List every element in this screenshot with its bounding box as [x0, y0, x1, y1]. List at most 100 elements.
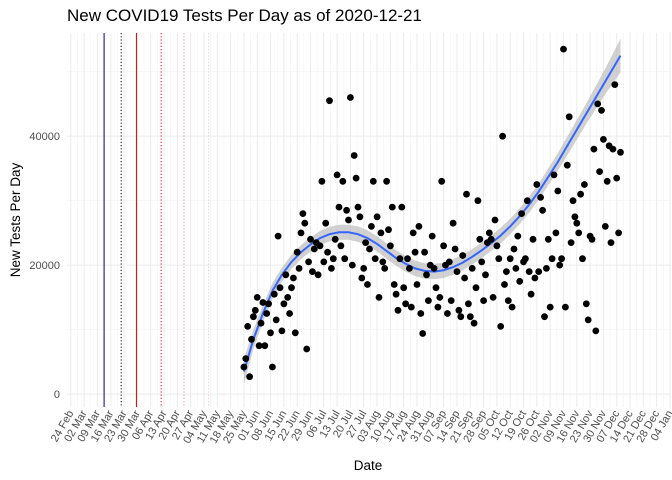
data-point — [339, 177, 347, 185]
data-point — [286, 310, 293, 317]
data-point — [527, 290, 535, 298]
data-point — [398, 203, 406, 211]
data-point — [387, 242, 394, 250]
data-point — [417, 310, 425, 317]
data-point — [506, 255, 514, 263]
data-point — [331, 235, 339, 243]
data-point — [278, 327, 286, 335]
data-point — [375, 294, 383, 301]
data-point — [269, 363, 276, 371]
plot-panel — [67, 33, 670, 407]
data-point — [413, 281, 421, 288]
data-point — [428, 232, 436, 240]
data-point — [261, 342, 269, 350]
data-point — [539, 206, 546, 214]
data-point — [267, 329, 274, 337]
y-axis-title: New Tests Per Day — [8, 162, 23, 277]
data-point — [582, 300, 590, 308]
data-point — [512, 265, 520, 272]
data-point — [440, 242, 447, 250]
data-point — [310, 245, 318, 253]
data-point — [251, 306, 259, 314]
data-point — [345, 216, 352, 224]
data-point — [611, 81, 619, 88]
data-point — [518, 210, 525, 218]
data-point — [504, 297, 512, 304]
data-point — [326, 97, 333, 105]
data-point — [485, 229, 493, 237]
data-point — [348, 261, 356, 269]
data-point — [444, 310, 451, 317]
data-point — [476, 235, 484, 243]
data-point — [303, 345, 311, 353]
data-point — [263, 310, 271, 317]
data-point — [565, 113, 573, 121]
data-point — [392, 290, 400, 298]
y-tick-label: 40000 — [29, 131, 60, 143]
data-point — [402, 300, 409, 308]
data-point — [377, 229, 385, 237]
data-point — [407, 303, 415, 311]
data-point — [560, 45, 567, 53]
data-point — [552, 229, 560, 237]
data-point — [491, 216, 499, 224]
data-point — [291, 329, 299, 337]
data-point — [432, 284, 440, 292]
data-point — [531, 274, 539, 282]
data-point — [550, 171, 558, 179]
data-point — [396, 255, 404, 263]
data-point — [343, 206, 350, 214]
data-point — [318, 177, 326, 185]
data-point — [309, 268, 316, 275]
data-point — [615, 229, 622, 237]
data-point — [495, 255, 503, 263]
data-point — [297, 229, 305, 237]
data-point — [558, 255, 565, 263]
data-point — [525, 268, 533, 275]
data-point — [371, 255, 379, 263]
data-point — [301, 219, 309, 227]
data-point — [474, 197, 482, 205]
data-point — [394, 306, 402, 314]
data-point — [609, 145, 617, 153]
data-point — [487, 235, 495, 243]
data-point — [590, 145, 598, 153]
data-point — [482, 271, 489, 279]
data-point — [425, 297, 432, 304]
data-point — [364, 281, 371, 288]
data-point — [388, 203, 396, 211]
data-point — [478, 258, 486, 266]
data-point — [240, 363, 248, 371]
data-point — [423, 271, 430, 279]
data-point — [421, 248, 428, 256]
data-point — [385, 226, 392, 234]
data-point — [581, 181, 588, 188]
data-point — [613, 174, 621, 182]
data-point — [543, 265, 550, 272]
chart-title: New COVID19 Tests Per Day as of 2020-12-… — [67, 6, 422, 25]
data-point — [541, 313, 548, 321]
data-point — [529, 235, 537, 243]
data-point — [573, 219, 581, 227]
data-point — [282, 271, 290, 279]
data-point — [453, 268, 461, 275]
data-point — [577, 190, 584, 198]
data-point — [449, 219, 457, 227]
data-point — [510, 245, 518, 253]
data-point — [250, 313, 257, 321]
data-point — [276, 284, 284, 292]
data-point — [322, 219, 330, 227]
data-point — [430, 265, 438, 272]
data-point — [501, 281, 508, 288]
data-point — [369, 177, 377, 185]
data-point — [295, 265, 303, 272]
data-point — [480, 297, 487, 304]
data-point — [368, 223, 375, 230]
data-point — [562, 303, 569, 311]
y-tick-label: 20000 — [29, 260, 60, 272]
data-point — [383, 177, 390, 185]
data-point — [569, 197, 577, 205]
data-point — [358, 274, 366, 282]
data-point — [328, 265, 335, 272]
data-point — [466, 313, 474, 321]
